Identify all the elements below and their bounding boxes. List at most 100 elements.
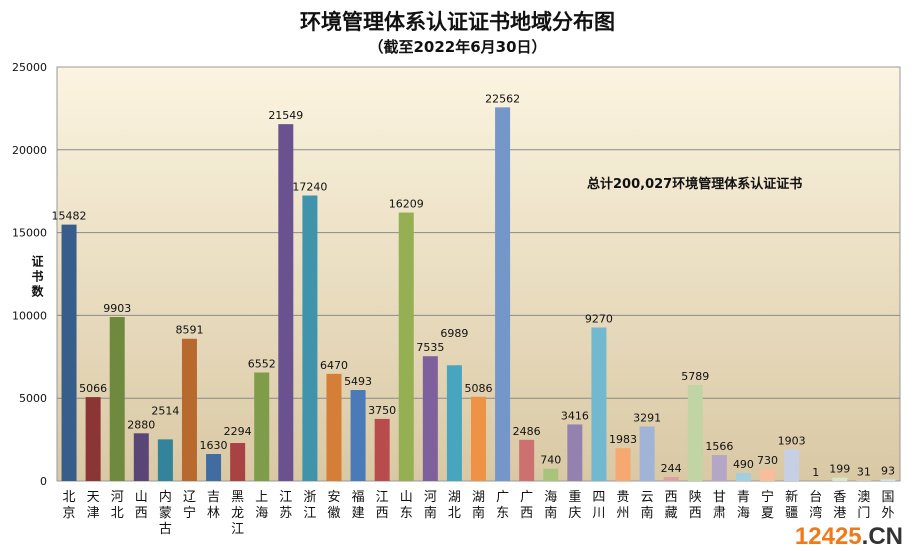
data-label: 3416 bbox=[561, 409, 589, 422]
x-tick-label: 四 bbox=[592, 490, 605, 505]
x-tick-label: 林 bbox=[207, 506, 220, 521]
watermark-logo: 12425.CN bbox=[794, 523, 903, 550]
x-tick-label: 湖 bbox=[448, 490, 461, 505]
x-tick-label: 贵 bbox=[617, 490, 630, 505]
x-tick-label: 古 bbox=[159, 522, 172, 537]
chart-title: 环境管理体系认证证书地域分布图 bbox=[300, 10, 615, 34]
data-label: 93 bbox=[881, 464, 895, 477]
x-tick-label: 广 bbox=[520, 490, 533, 505]
x-tick-label: 州 bbox=[617, 506, 630, 521]
x-tick-label: 福 bbox=[352, 490, 365, 505]
data-label: 17240 bbox=[292, 181, 327, 194]
data-label: 244 bbox=[661, 462, 682, 475]
bar-香港 bbox=[832, 477, 848, 481]
data-label: 5789 bbox=[681, 370, 709, 383]
x-tick-label: 海 bbox=[737, 506, 750, 521]
bar-山西 bbox=[133, 433, 149, 481]
x-tick-label: 肃 bbox=[713, 506, 726, 521]
bar-湖南 bbox=[471, 396, 486, 481]
bar-国外 bbox=[880, 479, 896, 481]
bar-河南 bbox=[422, 356, 438, 481]
bar-西藏 bbox=[663, 476, 679, 481]
x-tick-label: 川 bbox=[592, 506, 605, 521]
total-annotation: 总计200,027环境管理体系认证证书 bbox=[587, 176, 802, 192]
data-label: 5066 bbox=[79, 382, 107, 395]
x-tick-label: 江 bbox=[279, 490, 292, 505]
bar-甘肃 bbox=[711, 455, 727, 481]
bar-江苏 bbox=[278, 124, 294, 481]
x-tick-label: 南 bbox=[544, 505, 557, 521]
x-tick-label: 辽 bbox=[183, 490, 196, 505]
bar-上海 bbox=[254, 372, 270, 481]
bar-福建 bbox=[350, 390, 366, 481]
data-label: 6552 bbox=[248, 357, 276, 370]
bar-广东 bbox=[495, 107, 511, 481]
x-tick-label: 北 bbox=[63, 490, 76, 505]
x-tick-label: 湖 bbox=[472, 490, 485, 505]
data-label: 5086 bbox=[465, 382, 493, 395]
data-label: 5493 bbox=[344, 375, 372, 388]
data-label: 2880 bbox=[127, 418, 155, 431]
y-tick-label: 0 bbox=[40, 475, 47, 488]
x-tick-label: 重 bbox=[568, 489, 581, 505]
x-tick-label: 建 bbox=[352, 506, 365, 521]
x-tick-label: 甘 bbox=[713, 490, 726, 505]
bar-湖北 bbox=[446, 365, 462, 481]
x-tick-label: 宁 bbox=[183, 505, 196, 521]
bar-河北 bbox=[109, 317, 125, 481]
bar-江西 bbox=[374, 418, 390, 481]
bar-四川 bbox=[591, 327, 607, 481]
data-label: 1630 bbox=[200, 439, 228, 452]
data-label: 1903 bbox=[778, 434, 806, 447]
data-label: 3291 bbox=[633, 412, 661, 425]
bar-新疆 bbox=[784, 449, 800, 481]
x-tick-label: 西 bbox=[135, 506, 148, 521]
bar-辽宁 bbox=[181, 338, 197, 481]
x-tick-label: 上 bbox=[255, 490, 268, 505]
y-axis-label: 证书数 bbox=[30, 255, 44, 300]
x-tick-label: 东 bbox=[400, 506, 413, 521]
bar-内蒙古 bbox=[157, 439, 173, 481]
data-label: 1566 bbox=[705, 440, 733, 453]
x-tick-label: 黑 bbox=[231, 490, 244, 505]
data-label: 16209 bbox=[389, 198, 424, 211]
x-tick-label: 新 bbox=[785, 489, 798, 505]
x-tick-label: 苏 bbox=[279, 505, 292, 521]
data-label: 199 bbox=[829, 463, 850, 476]
x-tick-label: 港 bbox=[833, 506, 846, 521]
x-tick-label: 广 bbox=[496, 490, 509, 505]
bar-北京 bbox=[61, 224, 77, 481]
x-tick-label: 山 bbox=[400, 490, 413, 505]
x-tick-label: 山 bbox=[135, 490, 148, 505]
x-tick-label: 湾 bbox=[809, 505, 822, 521]
x-tick-label: 宁 bbox=[761, 489, 774, 505]
bar-云南 bbox=[639, 426, 655, 481]
x-tick-label: 江 bbox=[231, 522, 244, 537]
data-label: 740 bbox=[540, 454, 561, 467]
x-tick-label: 外 bbox=[881, 506, 894, 521]
y-tick-label: 5000 bbox=[19, 392, 47, 405]
x-tick-label: 内 bbox=[159, 489, 172, 505]
data-label: 6470 bbox=[320, 359, 348, 372]
x-tick-label: 津 bbox=[87, 506, 100, 521]
bar-陕西 bbox=[687, 385, 703, 481]
bar-吉林 bbox=[206, 454, 222, 481]
data-label: 31 bbox=[857, 465, 871, 478]
x-tick-label: 江 bbox=[303, 506, 316, 521]
x-tick-label: 澳 bbox=[857, 489, 870, 505]
data-label: 21549 bbox=[268, 109, 303, 122]
x-tick-label: 青 bbox=[737, 490, 750, 505]
x-tick-label: 西 bbox=[689, 506, 702, 521]
x-tick-label: 北 bbox=[111, 506, 124, 521]
bar-海南 bbox=[543, 468, 559, 481]
data-label: 1 bbox=[812, 466, 819, 479]
data-label: 490 bbox=[733, 458, 754, 471]
x-tick-label: 南 bbox=[472, 505, 485, 521]
x-tick-label: 西 bbox=[376, 506, 389, 521]
y-tick-label: 20000 bbox=[12, 144, 47, 157]
x-tick-label: 夏 bbox=[761, 506, 774, 521]
data-label: 9903 bbox=[103, 302, 131, 315]
x-tick-label: 龙 bbox=[231, 506, 244, 521]
chart-subtitle: （截至2022年6月30日） bbox=[368, 38, 547, 56]
